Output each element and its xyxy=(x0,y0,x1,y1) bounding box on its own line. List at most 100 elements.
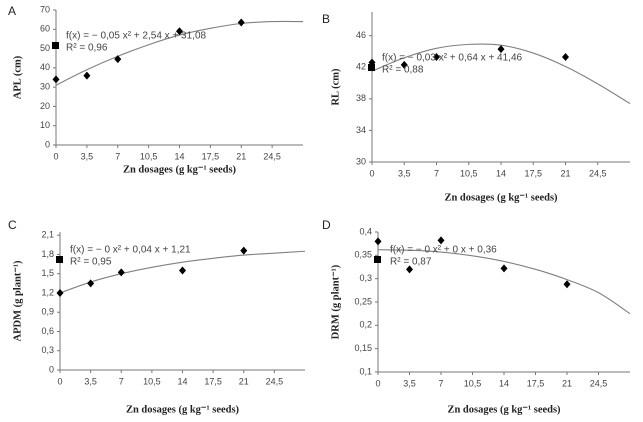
y-tick-label: 0,1 xyxy=(359,366,372,376)
x-tick-label: 24,5 xyxy=(589,168,607,178)
data-point xyxy=(500,264,508,273)
y-tick-label: 34 xyxy=(356,125,366,135)
x-tick-label: 7 xyxy=(438,378,443,388)
x-tick-label: 14 xyxy=(496,168,506,178)
y-axis-label: APDM (g plant⁻¹) xyxy=(12,260,23,342)
y-tick-label: 0,15 xyxy=(354,343,372,353)
annotation: R² = 0,88 xyxy=(382,65,424,76)
x-tick-label: 21 xyxy=(239,376,249,386)
x-tick-label: 17,5 xyxy=(527,378,545,388)
x-tick-label: 24,5 xyxy=(263,151,281,161)
y-tick-label: 0 xyxy=(45,139,50,149)
data-point xyxy=(562,53,569,61)
data-point xyxy=(56,288,64,297)
y-tick-label: 0,3 xyxy=(41,345,54,355)
x-tick-label: 24,5 xyxy=(266,376,284,386)
y-tick-label: 2,1 xyxy=(41,230,54,240)
legend-marker xyxy=(52,42,59,49)
x-axis-label: Zn dosages (g kg⁻¹ seeds) xyxy=(447,404,561,415)
x-axis-label: Zn dosages (g kg⁻¹ seeds) xyxy=(123,164,237,175)
x-tick-label: 17,5 xyxy=(524,168,542,178)
data-point xyxy=(87,279,95,288)
panel: 0 10 20 30 40 50 60 70 0 3,5 7 10,5 14 17,5 21 24,5 Zn d… xyxy=(8,4,304,175)
x-tick-label: 10,5 xyxy=(460,168,478,178)
x-tick-label: 3,5 xyxy=(398,168,411,178)
x-tick-label: 10,5 xyxy=(140,151,158,161)
y-tick-label: 0,3 xyxy=(359,273,372,283)
y-tick-label: 1,8 xyxy=(41,249,54,259)
fit-curve xyxy=(59,250,306,294)
y-tick-label: 1,5 xyxy=(41,268,54,278)
data-point xyxy=(179,266,186,275)
annotation: f(x) = − 0,03 x² + 0,64 x + 41,46 xyxy=(382,53,523,64)
data-point xyxy=(237,18,245,27)
data-point xyxy=(433,53,440,61)
data-point xyxy=(374,237,382,246)
panel: 30 34 38 42 46 0 3,5 7 10,5 14 17,5 21 24,5 Zn dosage… xyxy=(322,12,631,203)
x-tick-label: 14 xyxy=(177,376,187,386)
y-tick-label: 46 xyxy=(356,30,366,40)
legend-marker xyxy=(374,256,381,263)
data-point xyxy=(114,55,122,64)
y-axis-label: APL (cm) xyxy=(12,55,23,99)
y-tick-label: 30 xyxy=(40,82,50,92)
annotation: R² = 0,95 xyxy=(70,257,112,268)
y-tick-label: 38 xyxy=(356,93,366,103)
x-axis-label: Zn dosages (g kg⁻¹ seeds) xyxy=(444,192,558,203)
annotation: R² = 0,87 xyxy=(390,257,432,268)
panel: 0,1 0,15 0,2 0,25 0,3 0,35 0,4 0 3,5 7 10,5 14 17,5 2… xyxy=(322,218,631,415)
x-tick-label: 0 xyxy=(375,378,380,388)
x-tick-label: 10,5 xyxy=(143,376,161,386)
x-tick-label: 0 xyxy=(57,376,62,386)
y-tick-label: 50 xyxy=(40,43,50,53)
x-tick-label: 7 xyxy=(434,168,439,178)
data-point xyxy=(240,246,248,255)
x-tick-label: 3,5 xyxy=(81,151,94,161)
x-tick-label: 0 xyxy=(369,168,374,178)
y-tick-label: 0,4 xyxy=(359,226,372,236)
x-tick-label: 24,5 xyxy=(590,378,608,388)
x-tick-label: 17,5 xyxy=(204,376,222,386)
x-tick-label: 10,5 xyxy=(464,378,482,388)
y-axis-label: RL (cm) xyxy=(330,68,341,106)
y-tick-label: 0 xyxy=(49,364,54,374)
y-tick-label: 42 xyxy=(356,62,366,72)
data-point xyxy=(406,265,413,274)
annotation: f(x) = − 0 x² + 0,04 x + 1,21 xyxy=(70,245,191,256)
x-tick-label: 7 xyxy=(119,376,124,386)
y-tick-label: 20 xyxy=(40,101,50,111)
legend-marker xyxy=(56,256,63,263)
x-tick-label: 21 xyxy=(236,151,246,161)
y-tick-label: 40 xyxy=(40,62,50,72)
y-tick-label: 0,25 xyxy=(354,296,372,306)
data-point xyxy=(497,45,505,54)
y-tick-label: 0,35 xyxy=(354,250,372,260)
panel-label: B xyxy=(322,12,330,26)
data-point xyxy=(176,27,183,36)
data-point xyxy=(83,71,91,80)
y-tick-label: 60 xyxy=(40,24,50,34)
x-tick-label: 0 xyxy=(53,151,58,161)
x-tick-label: 17,5 xyxy=(202,151,220,161)
y-axis-label: DRM (g plant⁻¹) xyxy=(330,264,341,339)
y-tick-label: 0,2 xyxy=(359,320,372,330)
x-tick-label: 3,5 xyxy=(84,376,97,386)
annotation: R² = 0,96 xyxy=(66,43,108,54)
annotation: f(x) = − 0 x² + 0 x + 0,36 xyxy=(390,245,497,256)
panel: 0 0,3 0,6 0,9 1,2 1,5 1,8 2,1 0 3,5 7 10,5 14 17,5 21 2… xyxy=(8,218,306,415)
data-point xyxy=(437,236,445,245)
panel-label: D xyxy=(322,218,331,232)
data-point xyxy=(400,60,408,69)
y-tick-label: 70 xyxy=(40,4,50,14)
y-tick-label: 30 xyxy=(356,156,366,166)
x-axis-label: Zn dosages (g kg⁻¹ seeds) xyxy=(126,404,240,415)
x-tick-label: 14 xyxy=(499,378,509,388)
x-tick-label: 3,5 xyxy=(403,378,416,388)
y-tick-label: 0,9 xyxy=(41,307,54,317)
panel-label: A xyxy=(8,4,16,18)
y-tick-label: 10 xyxy=(40,120,50,130)
x-tick-label: 21 xyxy=(560,168,570,178)
fit-curve xyxy=(377,249,631,315)
data-point xyxy=(117,268,125,277)
